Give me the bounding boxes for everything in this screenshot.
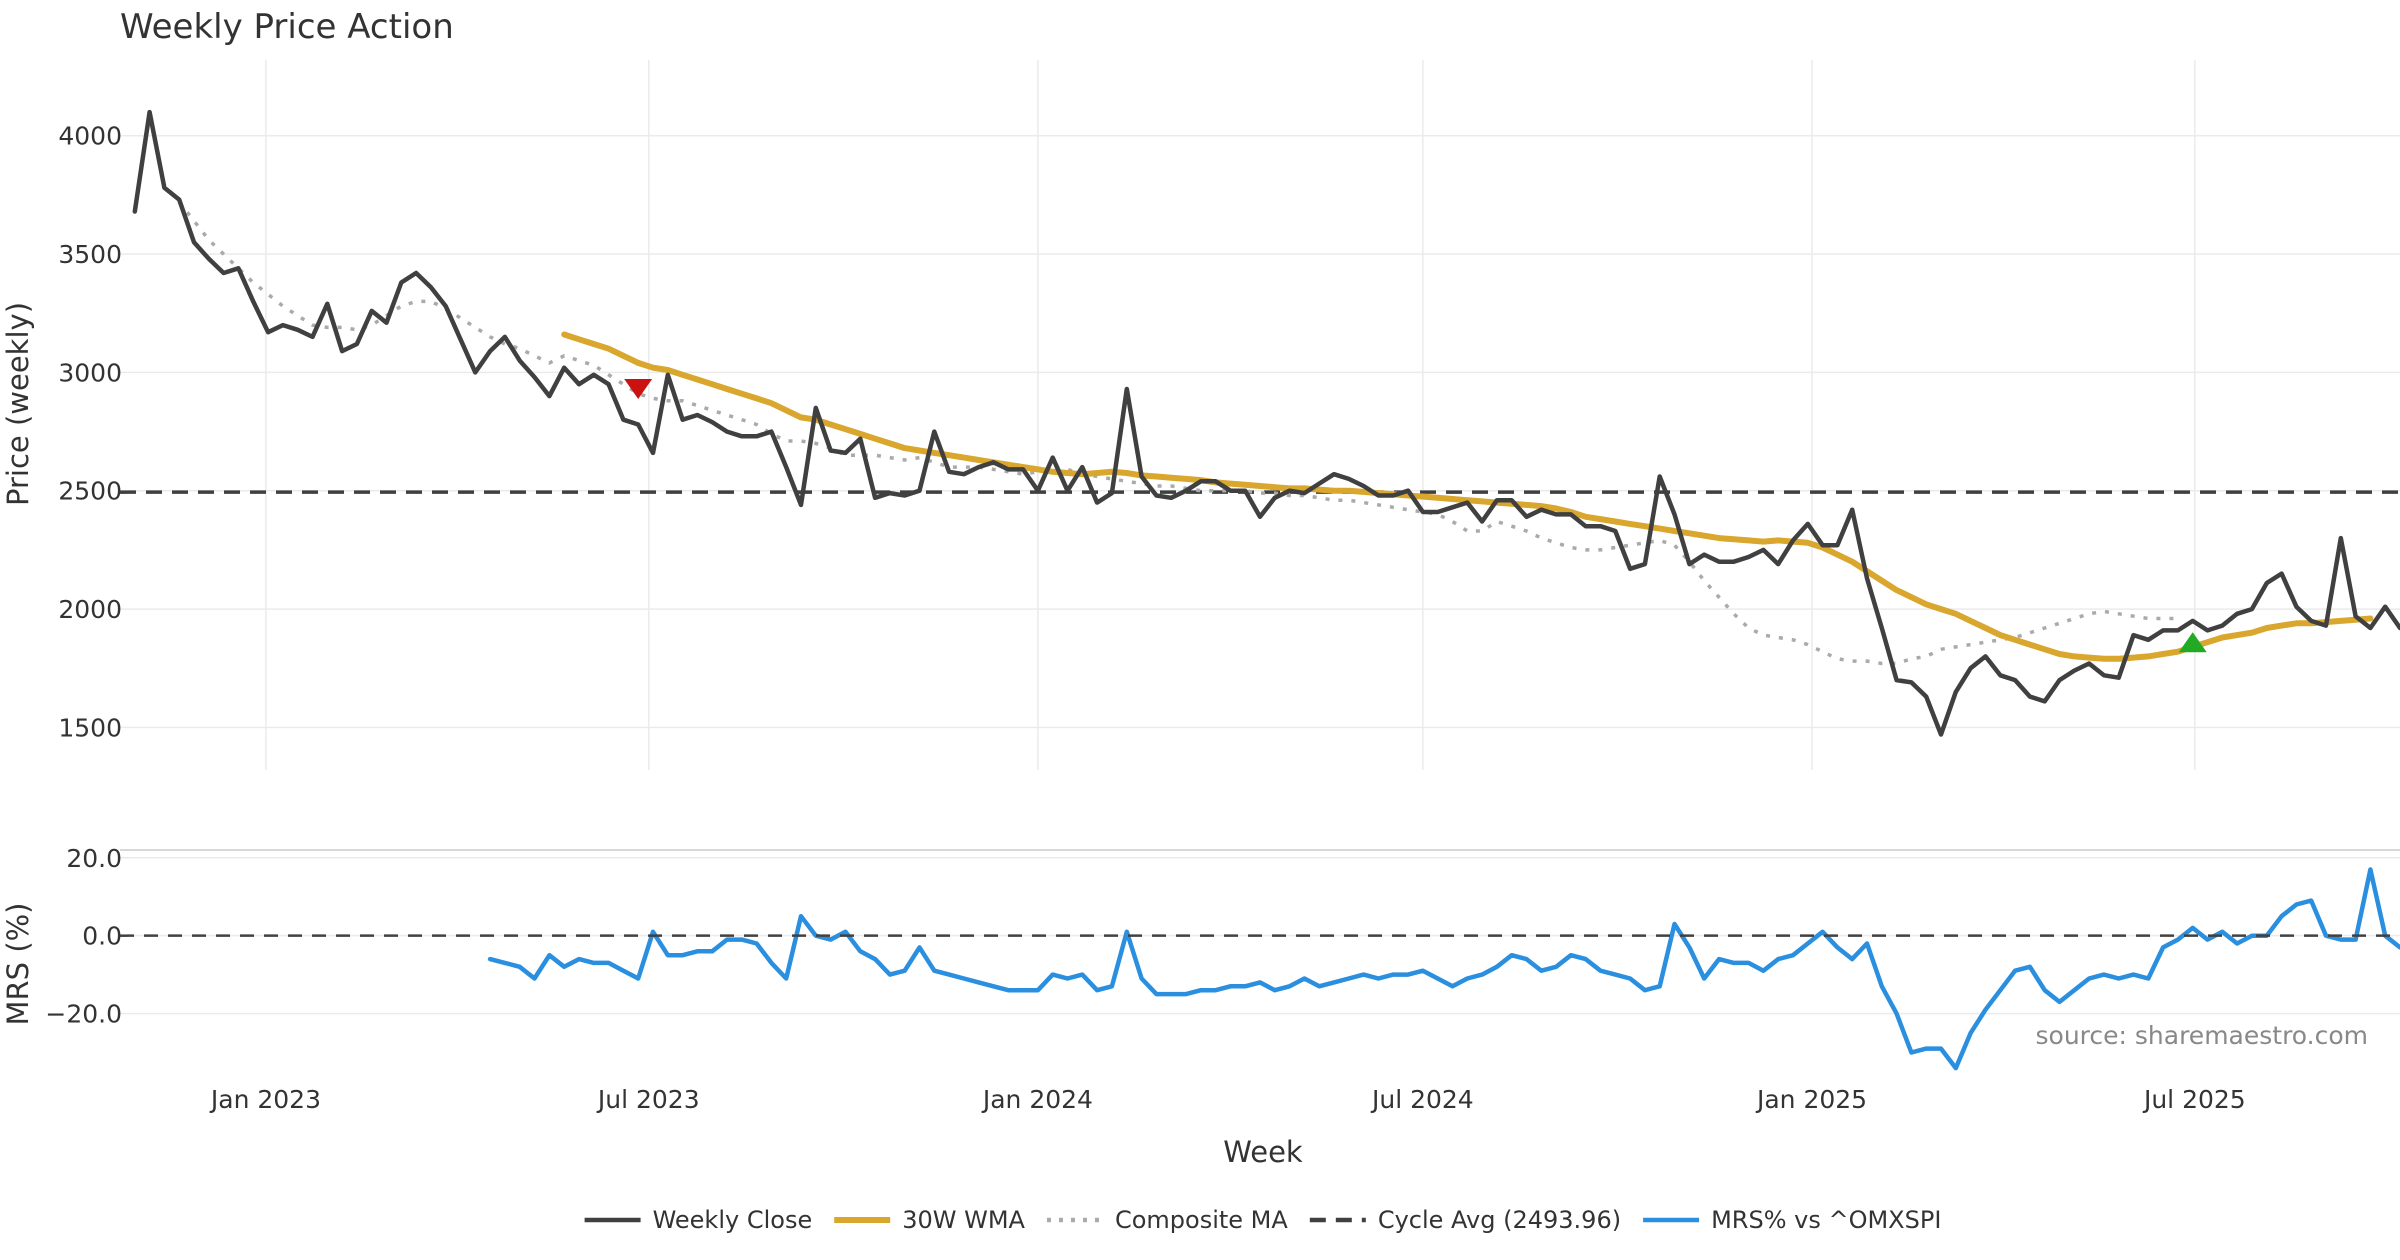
price-y-tick-label: 2000 [58,595,122,624]
buy-signal-marker [2178,632,2207,653]
composite-ma-line [177,200,2178,666]
source-credit: source: sharemaestro.com [2036,1021,2369,1050]
price-y-tick-label: 3000 [58,358,122,387]
price-panel: 4000 3500 3000 2500 2000 1500 Price (weekly) [1,60,2400,770]
signal-markers [624,378,2207,653]
x-tick-label: Jul 2024 [1370,1085,1474,1114]
x-tick-label: Jan 2023 [209,1085,321,1114]
mrs-y-axis-title: MRS (%) [1,903,35,1026]
mrs-panel: 20.0 0.0 −20.0 MRS (%) source: sharemaestr… [1,844,2400,1071]
price-y-tick-label: 2500 [58,477,122,506]
weekly-close-line [132,109,2400,737]
legend-label: Composite MA [1115,1206,1288,1234]
mrs-line [487,867,2400,1071]
x-tick-label: Jul 2023 [596,1085,700,1114]
x-tick-label: Jan 2025 [1755,1085,1867,1114]
legend-label: 30W WMA [902,1206,1025,1234]
x-tick-label: Jan 2024 [981,1085,1093,1114]
legend: Weekly Close 30W WMA Composite MA Cycle Avg… [584,1206,1941,1234]
legend-label: Weekly Close [653,1206,813,1234]
mrs-y-tick-label: 0.0 [82,922,122,951]
mrs-y-tick-label: −20.0 [45,1000,122,1029]
mrs-y-tick-label: 20.0 [66,844,122,873]
price-y-tick-label: 1500 [58,713,122,742]
30w-wma-line [561,331,2374,662]
x-axis-title: Week [1223,1135,1303,1169]
price-series-group [120,109,2400,737]
price-gridlines [120,60,2400,770]
legend-label: Cycle Avg (2493.96) [1378,1206,1621,1234]
mrs-y-ticks: 20.0 0.0 −20.0 [45,844,122,1029]
x-axis-ticks: Jan 2023 Jul 2023 Jan 2024 Jul 2024 Jan 2025… [209,1085,2246,1114]
legend-label: MRS% vs ^OMXSPI [1711,1206,1941,1234]
price-y-axis-title: Price (weekly) [1,302,35,506]
sell-signal-marker [624,378,653,399]
price-y-ticks: 4000 3500 3000 2500 2000 1500 [58,122,122,743]
price-y-tick-label: 4000 [58,122,122,151]
chart-title: Weekly Price Action [120,7,454,47]
price-y-tick-label: 3500 [58,240,122,269]
x-tick-label: Jul 2025 [2142,1085,2246,1114]
mrs-series-group [120,867,2400,1071]
